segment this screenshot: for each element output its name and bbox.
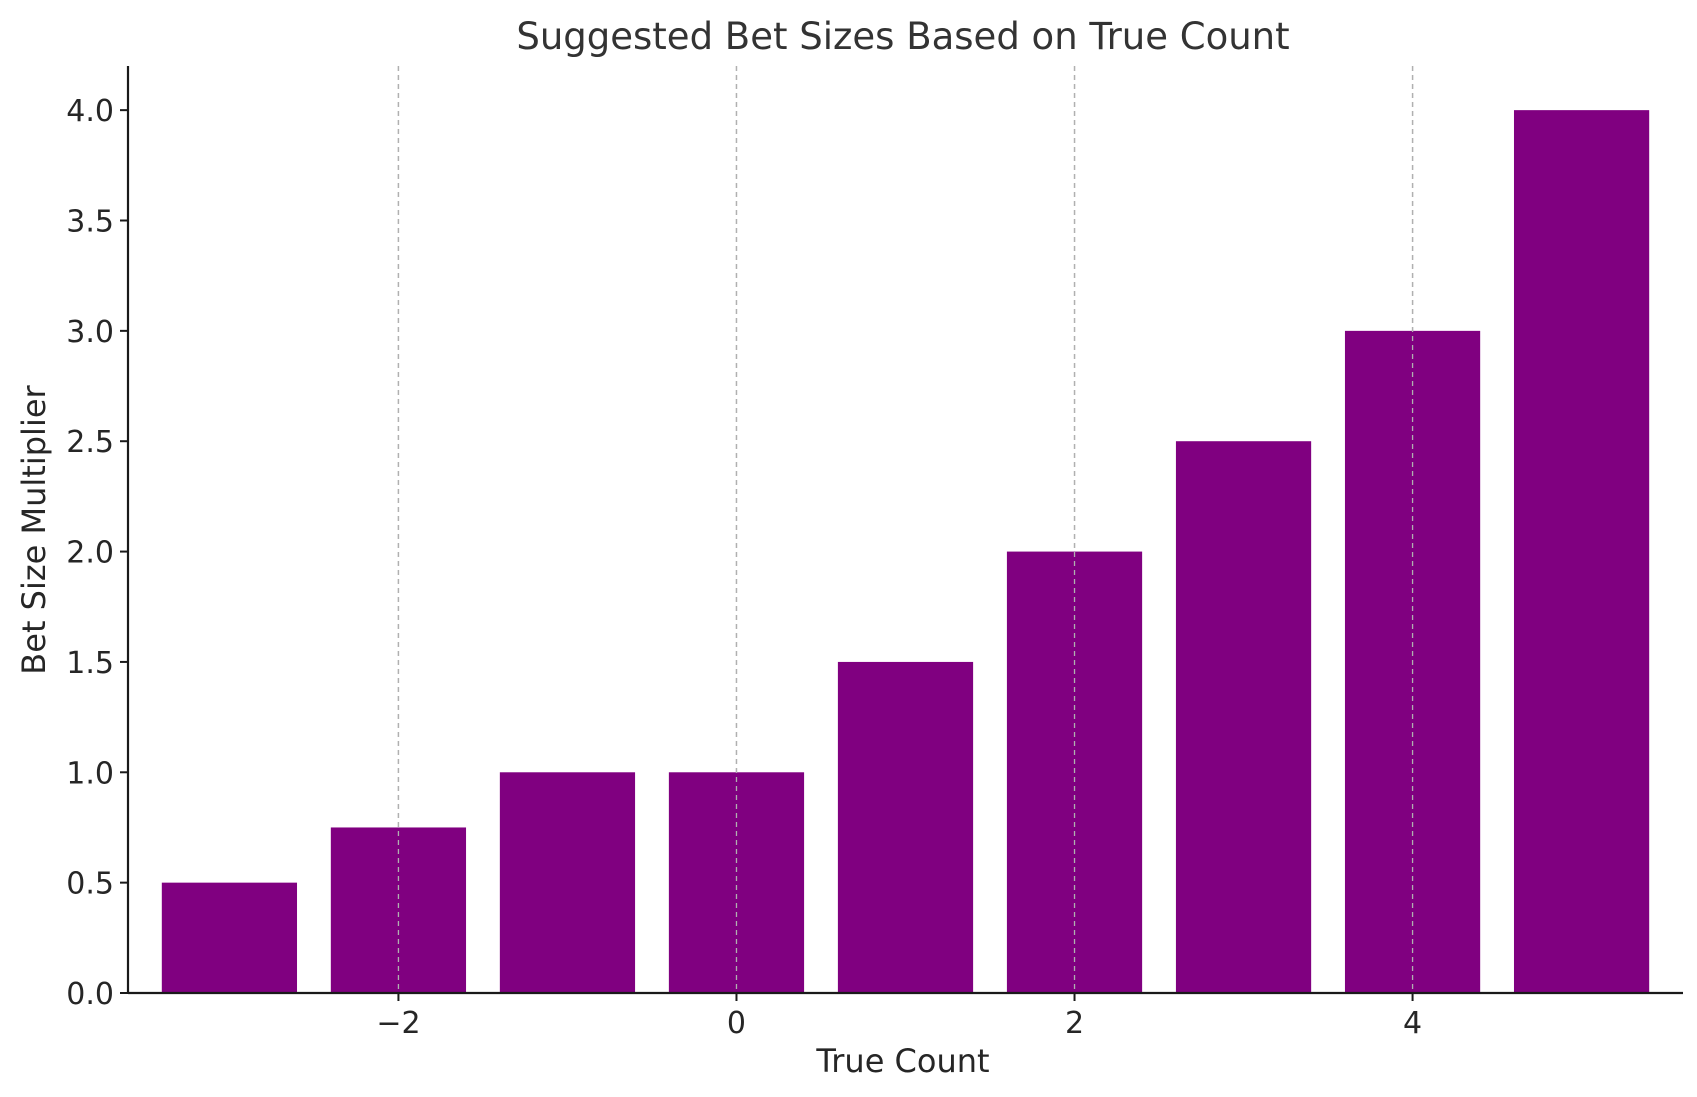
x-tick-label: 4 — [1403, 1006, 1422, 1041]
y-tick-label: 3.5 — [66, 205, 114, 240]
y-tick-label: 0.0 — [66, 977, 114, 1012]
y-axis-ticks: 0.0 0.5 1.0 1.5 2.0 2.5 3.0 3.5 4.0 — [66, 94, 128, 1012]
x-axis-label: True Count — [815, 1042, 989, 1080]
x-tick-label: −2 — [376, 1006, 420, 1041]
bar — [330, 827, 467, 993]
y-tick-label: 1.0 — [66, 756, 114, 791]
y-tick-label: 3.0 — [66, 315, 114, 350]
bars — [161, 66, 1650, 993]
bar — [1175, 441, 1312, 993]
bar — [837, 661, 974, 993]
chart-title: Suggested Bet Sizes Based on True Count — [516, 15, 1289, 58]
bar — [668, 772, 805, 993]
y-tick-label: 1.5 — [66, 646, 114, 681]
y-tick-label: 2.5 — [66, 425, 114, 460]
y-axis-label: Bet Size Multiplier — [15, 384, 53, 674]
y-tick-label: 0.5 — [66, 867, 114, 902]
y-tick-label: 4.0 — [66, 94, 114, 129]
x-tick-label: 2 — [1065, 1006, 1084, 1041]
y-tick-label: 2.0 — [66, 536, 114, 571]
bar — [161, 882, 298, 993]
bar — [499, 772, 636, 993]
x-axis-ticks: −2 0 2 4 — [376, 993, 1422, 1041]
x-tick-label: 0 — [727, 1006, 746, 1041]
bar — [1513, 110, 1650, 993]
